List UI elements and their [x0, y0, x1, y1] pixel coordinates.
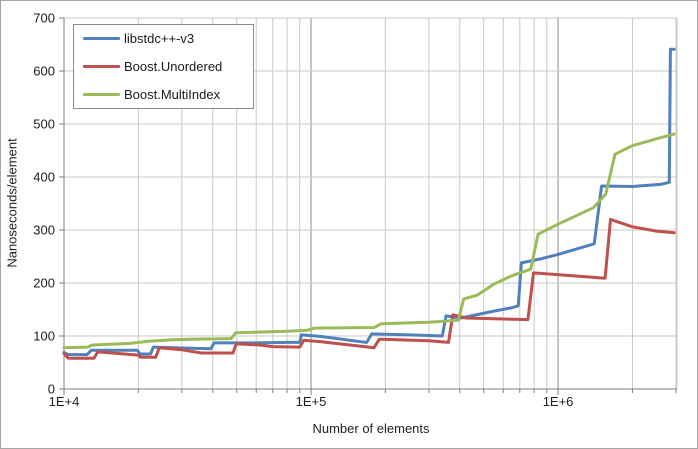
- legend-label: Boost.MultiIndex: [124, 86, 221, 102]
- y-tick-label: 0: [48, 382, 55, 397]
- y-tick-label: 700: [33, 11, 55, 26]
- y-axis-title: Nanoseconds/element: [4, 138, 20, 268]
- legend-item-boost-multiindex: Boost.MultiIndex: [74, 80, 253, 108]
- series-line-boost-multiindex: [62, 132, 676, 350]
- legend-item-boost-unordered: Boost.Unordered: [74, 53, 253, 81]
- y-tick-label: 500: [33, 117, 55, 132]
- legend-label: libstdc++-v3: [124, 31, 195, 47]
- series-line-boost-unordered: [62, 217, 676, 360]
- legend-item-libstdc: libstdc++-v3: [74, 25, 253, 53]
- y-tick-label: 100: [33, 329, 55, 344]
- y-tick-label: 400: [33, 170, 55, 185]
- x-tick-label: 1E+4: [49, 394, 80, 409]
- series-line-libstdc-v3: [62, 47, 676, 357]
- x-tick-label: 1E+6: [543, 394, 574, 409]
- y-tick-label: 600: [33, 64, 55, 79]
- y-tick-label: 300: [33, 223, 55, 238]
- y-tick-label: 200: [33, 276, 55, 291]
- legend-line-sample-boost-multiindex: [83, 92, 120, 96]
- legend-line-sample-boost-unordered: [83, 65, 120, 68]
- legend: libstdc++-v3 Boost.Unordered Boost.Multi…: [73, 24, 254, 109]
- legend-line-sample-libstdc: [83, 37, 120, 41]
- x-tick-label: 1E+5: [296, 394, 327, 409]
- legend-label: Boost.Unordered: [124, 59, 223, 74]
- x-axis-title: Number of elements: [312, 421, 430, 436]
